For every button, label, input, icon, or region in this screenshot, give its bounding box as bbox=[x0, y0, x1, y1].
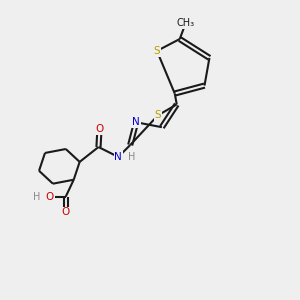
Text: N: N bbox=[114, 152, 122, 162]
Text: O: O bbox=[95, 124, 104, 134]
Text: O: O bbox=[46, 192, 54, 202]
Text: H: H bbox=[128, 152, 135, 162]
Text: S: S bbox=[154, 46, 160, 56]
Text: N: N bbox=[132, 117, 140, 127]
Text: O: O bbox=[62, 207, 70, 218]
Text: H: H bbox=[33, 192, 40, 202]
Text: S: S bbox=[154, 110, 161, 120]
Text: CH₃: CH₃ bbox=[177, 18, 195, 28]
